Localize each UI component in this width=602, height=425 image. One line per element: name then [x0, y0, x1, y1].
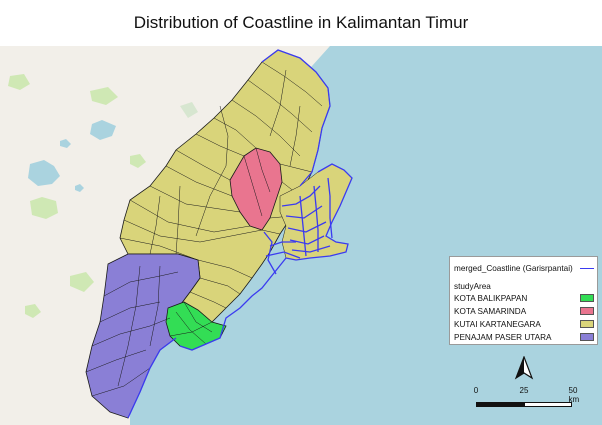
north-arrow-icon: [514, 356, 534, 380]
land-features: [8, 74, 198, 318]
legend-item-label: KOTA SAMARINDA: [454, 306, 527, 316]
scale-label-0: 0: [473, 386, 479, 395]
coastline-line-icon: [580, 267, 594, 269]
legend-item: PENAJAM PASER UTARA: [454, 331, 594, 343]
scale-bar: 0 25 50 km: [472, 386, 597, 416]
district-boundaries: [85, 61, 323, 397]
legend-item-label: KOTA BALIKPAPAN: [454, 293, 528, 303]
map-title: Distribution of Coastline in Kalimantan …: [0, 0, 602, 46]
legend-item: KOTA BALIKPAPAN: [454, 292, 594, 304]
legend-item: KOTA SAMARINDA: [454, 305, 594, 317]
legend-item-label: KUTAI KARTANEGARA: [454, 319, 541, 329]
legend-group-label: studyArea: [454, 281, 491, 291]
legend-coastline-label: merged_Coastline (Garisrpantai): [454, 263, 573, 273]
scale-bar-black: [476, 402, 524, 407]
legend-swatch-kutai: [580, 320, 594, 328]
scale-label-50: 50 km: [568, 386, 580, 404]
coastline-layer: [127, 49, 353, 419]
scale-bar-white: [524, 402, 572, 407]
legend-coastline: merged_Coastline (Garisrpantai): [454, 262, 594, 274]
legend-item: KUTAI KARTANEGARA: [454, 318, 594, 330]
legend-swatch-samarinda: [580, 307, 594, 315]
legend-swatch-balikpapan: [580, 294, 594, 302]
legend-group-title: studyArea: [454, 280, 594, 292]
map-canvas[interactable]: [0, 46, 602, 425]
legend-swatch-penajam: [580, 333, 594, 341]
map-legend: merged_Coastline (Garisrpantai) studyAre…: [449, 256, 598, 345]
legend-item-label: PENAJAM PASER UTARA: [454, 332, 552, 342]
scale-label-25: 25: [519, 386, 529, 395]
